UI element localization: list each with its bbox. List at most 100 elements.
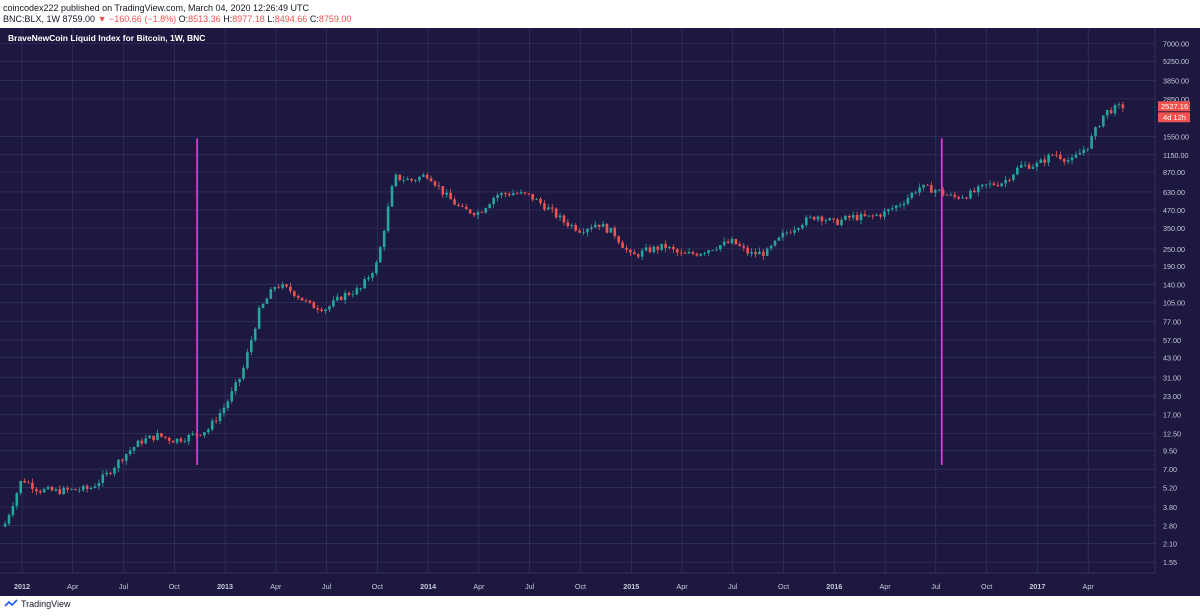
candle-body <box>89 487 93 489</box>
time-tick-label: Apr <box>67 582 79 591</box>
candle-body <box>394 174 398 187</box>
tradingview-logo[interactable]: TradingView <box>4 599 71 609</box>
candle-body <box>19 480 23 494</box>
candle-body <box>824 220 828 222</box>
candle-body <box>664 243 667 249</box>
candle-body <box>703 253 706 254</box>
candle-body <box>359 288 363 289</box>
candle-body <box>187 434 191 442</box>
candle-body <box>289 286 292 292</box>
candle-body <box>281 284 284 288</box>
candle-body <box>625 247 628 250</box>
candle-body <box>140 440 144 444</box>
price-tick-label: 7000.00 <box>1163 39 1189 48</box>
candle-body <box>335 296 339 301</box>
candle-body <box>418 176 421 181</box>
candle-body <box>574 224 577 231</box>
candle-body <box>777 237 781 241</box>
candle-body <box>74 488 77 491</box>
candle-body <box>238 378 241 383</box>
candle-body <box>179 438 183 442</box>
current-price-value: 2527.16 <box>1161 102 1188 111</box>
candle-body <box>250 340 253 353</box>
candle-body <box>269 289 273 299</box>
candle-body <box>726 241 730 244</box>
candle-body <box>707 250 710 254</box>
candle-body <box>343 292 347 301</box>
candle-body <box>355 288 359 295</box>
candle-body <box>582 232 585 234</box>
candle-body <box>58 489 62 495</box>
candle-body <box>1047 154 1050 163</box>
candle-body <box>679 252 683 254</box>
candle-body <box>175 438 179 443</box>
candle-body <box>566 222 570 227</box>
candle-body <box>324 309 327 312</box>
candle-body <box>277 287 280 288</box>
candle-body <box>844 215 847 220</box>
candle-body <box>933 190 937 193</box>
candlestick-chart[interactable]: 7000.00 5250.00 3850.00 2850.00 1550.00 1150.… <box>0 28 1200 596</box>
candle-body <box>273 287 277 290</box>
candle-body <box>246 352 249 368</box>
time-tick-label: Apr <box>473 582 485 591</box>
price-tick-label: 12.50 <box>1163 430 1181 439</box>
candle-body <box>672 246 675 250</box>
candle-body <box>1016 167 1019 175</box>
candle-body <box>558 215 562 218</box>
candle-body <box>148 435 151 439</box>
price-change: −160.66 (−1.8%) <box>109 14 177 24</box>
candle-body <box>347 292 351 295</box>
candle-body <box>128 450 132 454</box>
candle-body <box>781 232 785 238</box>
price-tick-label: 5.20 <box>1163 484 1177 493</box>
candle-body <box>590 227 593 229</box>
price-tick-label: 250.00 <box>1163 245 1185 254</box>
candle-body <box>78 490 81 491</box>
candle-body <box>554 208 558 218</box>
candle-body <box>42 489 46 493</box>
candle-body <box>507 194 511 196</box>
time-tick-label: 2016 <box>826 582 842 591</box>
candle-body <box>320 309 323 312</box>
candle-body <box>887 209 890 212</box>
candle-body <box>453 199 456 205</box>
candle-body <box>1117 104 1121 106</box>
candle-body <box>1000 183 1004 187</box>
candle-body <box>832 218 835 220</box>
candle-body <box>371 273 374 278</box>
candle-body <box>367 277 370 280</box>
candle-body <box>973 190 976 193</box>
candle-body <box>683 253 687 254</box>
candle-body <box>1098 126 1101 128</box>
candle-body <box>543 203 546 210</box>
candle-body <box>605 223 609 233</box>
candle-body <box>930 185 933 193</box>
time-tick-label: Oct <box>575 582 586 591</box>
candle-body <box>1031 166 1035 169</box>
footer-brand: TradingView <box>21 599 71 609</box>
price-tick-label: 630.00 <box>1163 188 1185 197</box>
candle-body <box>1113 105 1117 114</box>
candle-body <box>758 251 761 255</box>
candle-body <box>1121 104 1125 109</box>
candle-body <box>640 250 644 257</box>
price-tick-label: 77.00 <box>1163 317 1181 326</box>
candle-body <box>1051 154 1054 156</box>
candle-body <box>578 230 581 233</box>
open-label: O: <box>178 14 189 24</box>
time-tick-label: 2013 <box>217 582 233 591</box>
price-tick-label: 57.00 <box>1163 336 1181 345</box>
candle-body <box>472 213 476 216</box>
time-tick-label: Apr <box>676 582 688 591</box>
candle-body <box>511 193 515 196</box>
bar-countdown: 4d 12h <box>1163 113 1186 122</box>
candle-body <box>828 218 832 221</box>
price-tick-label: 7.00 <box>1163 465 1177 474</box>
candle-body <box>210 420 214 430</box>
candle-body <box>902 203 906 206</box>
time-tick-label: Apr <box>1083 582 1095 591</box>
candle-body <box>820 216 824 222</box>
candle-body <box>883 211 886 217</box>
candle-body <box>906 197 910 204</box>
